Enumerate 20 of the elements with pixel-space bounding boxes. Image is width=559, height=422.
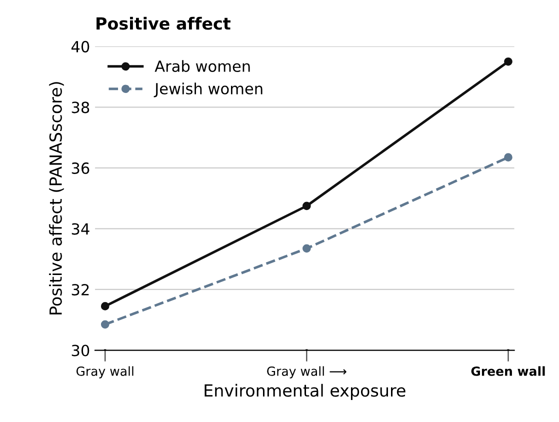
x-tick-label: Gray wall ⟶ [267,366,346,378]
x-axis-title: Environmental exposure [204,384,406,400]
point [302,202,311,210]
y-tick-label: 30 [72,344,90,356]
y-tick-label: 38 [72,102,90,114]
legend-label: Jewish women [154,82,262,98]
point [504,153,512,162]
y-tick-label: 34 [72,223,90,235]
x-tick-label: Green wall [471,366,545,376]
point [100,320,110,329]
legend-label: Arab women [154,60,250,72]
y-axis-title: Positive affect (PANASscore) [49,82,64,314]
point [100,302,110,310]
x-tick-label: Gray wall [76,366,134,378]
point [302,244,311,253]
point [504,57,512,66]
y-tick-label: 40 [71,40,90,52]
chart-title: Positive affect [96,16,230,30]
y-tick-label: 36 [72,162,90,174]
y-tick-label: 32 [72,284,89,296]
